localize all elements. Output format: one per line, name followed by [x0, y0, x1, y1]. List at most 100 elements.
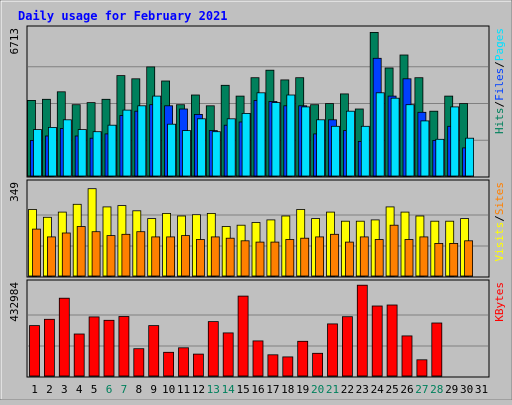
legend-label: Visits/Sites: [493, 182, 506, 262]
sites-bar-day-2: [47, 236, 56, 277]
kbytes-bar-day-6: [103, 319, 115, 377]
sites-bar-day-10: [166, 236, 176, 277]
kbytes-bar-day-15: [237, 295, 249, 377]
legend-files: Files: [493, 68, 506, 101]
x-tick-label-29: 29: [445, 383, 458, 396]
kbytes-bar-day-26: [401, 335, 413, 377]
panel-visits-sites: 349 Visits/Sites: [8, 179, 506, 278]
x-tick-label-12: 12: [192, 383, 205, 396]
pages-bar-day-7: [122, 109, 132, 177]
pages-bar-day-8: [137, 105, 147, 177]
kbytes-bar-day-10: [163, 351, 175, 377]
pages-bar-day-15: [241, 113, 251, 177]
sites-bar-day-21: [330, 233, 339, 277]
pages-bar-day-29: [450, 106, 460, 177]
legend-pages: Pages: [493, 28, 506, 61]
legend-separator: /: [493, 101, 506, 108]
pages-bar-day-23: [360, 125, 370, 177]
series-kbytes: [29, 284, 443, 377]
kbytes-bar-day-11: [178, 347, 189, 377]
legend-hits: Hits: [493, 108, 506, 135]
kbytes-bar-day-12: [192, 353, 204, 377]
legend-separator: /: [493, 215, 506, 222]
kbytes-bar-day-23: [356, 284, 368, 377]
pages-bar-day-13: [211, 131, 221, 177]
pages-bar-day-28: [435, 138, 445, 177]
sites-bar-day-8: [136, 231, 146, 277]
chart-title: Daily usage for February 2021: [18, 9, 228, 23]
x-tick-label-16: 16: [251, 383, 264, 396]
x-tick-label-6: 6: [106, 383, 113, 396]
pages-bar-day-16: [256, 92, 266, 177]
kbytes-bar-day-8: [133, 348, 145, 377]
series-pages: [33, 92, 475, 177]
sites-bar-day-5: [91, 231, 101, 277]
kbytes-bar-day-19: [297, 340, 309, 377]
kbytes-bar-day-28: [431, 322, 443, 377]
x-tick-label-27: 27: [415, 383, 428, 396]
legend-label: KBytes: [493, 282, 506, 322]
x-tick-label-2: 2: [46, 383, 53, 396]
x-tick-label-8: 8: [135, 383, 142, 396]
sites-bar-day-26: [404, 239, 414, 277]
sites-bar-day-11: [181, 235, 190, 277]
sites-bar-day-20: [315, 236, 325, 277]
panels: 6713Hits/Files/Pages349Visits/Sites43298…: [8, 25, 506, 378]
pages-bar-day-6: [107, 124, 117, 177]
pages-bar-day-5: [92, 131, 102, 177]
x-tick-label-18: 18: [281, 383, 294, 396]
pages-bar-day-12: [196, 118, 206, 177]
pages-bar-day-19: [301, 106, 311, 177]
panel-kbytes: 432984 KBytes: [8, 279, 506, 378]
pages-bar-day-14: [226, 118, 236, 177]
pages-bar-day-17: [271, 102, 281, 177]
x-tick-label-20: 20: [311, 383, 324, 396]
sites-bar-day-23: [359, 236, 369, 277]
x-tick-label-24: 24: [371, 383, 385, 396]
sites-bar-day-19: [300, 237, 310, 277]
x-tick-label-10: 10: [162, 383, 175, 396]
sites-bar-day-28: [434, 242, 444, 277]
kbytes-bar-day-17: [267, 354, 279, 377]
kbytes-bar-day-9: [148, 325, 160, 377]
legend-sites: Sites: [493, 182, 506, 215]
x-tick-label-1: 1: [31, 383, 38, 396]
sites-bar-day-25: [389, 224, 399, 277]
legend-separator: /: [493, 61, 506, 68]
kbytes-bar-day-22: [341, 316, 353, 377]
sites-bar-day-29: [449, 242, 459, 277]
kbytes-bar-day-13: [207, 321, 219, 377]
sites-bar-day-18: [285, 239, 295, 277]
x-tick-label-4: 4: [76, 383, 83, 396]
x-tick-label-17: 17: [266, 383, 279, 396]
x-tick-label-21: 21: [326, 383, 339, 396]
pages-bar-day-10: [167, 123, 177, 177]
pages-bar-day-22: [345, 110, 355, 177]
y-max-label: 349: [8, 182, 21, 202]
kbytes-bar-day-3: [58, 297, 70, 377]
kbytes-bar-day-21: [327, 323, 338, 377]
sites-bar-day-15: [240, 240, 250, 277]
y-max-label: 6713: [8, 28, 21, 55]
x-tick-label-25: 25: [385, 383, 398, 396]
sites-bar-day-7: [121, 233, 131, 277]
x-tick-label-31: 31: [475, 383, 488, 396]
kbytes-bar-day-25: [386, 304, 398, 377]
kbytes-bar-day-24: [371, 305, 383, 377]
x-tick-label-30: 30: [460, 383, 473, 396]
kbytes-bar-day-2: [44, 318, 55, 377]
legend-label: Hits/Files/Pages: [493, 28, 506, 134]
kbytes-bar-day-4: [73, 333, 85, 377]
legend-visits: Visits: [493, 222, 506, 262]
pages-bar-day-25: [390, 97, 400, 177]
kbytes-bar-day-1: [29, 325, 40, 377]
pages-bar-day-18: [286, 94, 296, 177]
sites-bar-day-13: [210, 236, 220, 277]
pages-bar-day-1: [33, 129, 42, 177]
kbytes-bar-day-27: [416, 359, 428, 377]
pages-bar-day-27: [420, 120, 430, 177]
kbytes-bar-day-7: [118, 316, 130, 377]
kbytes-bar-day-5: [88, 316, 100, 377]
